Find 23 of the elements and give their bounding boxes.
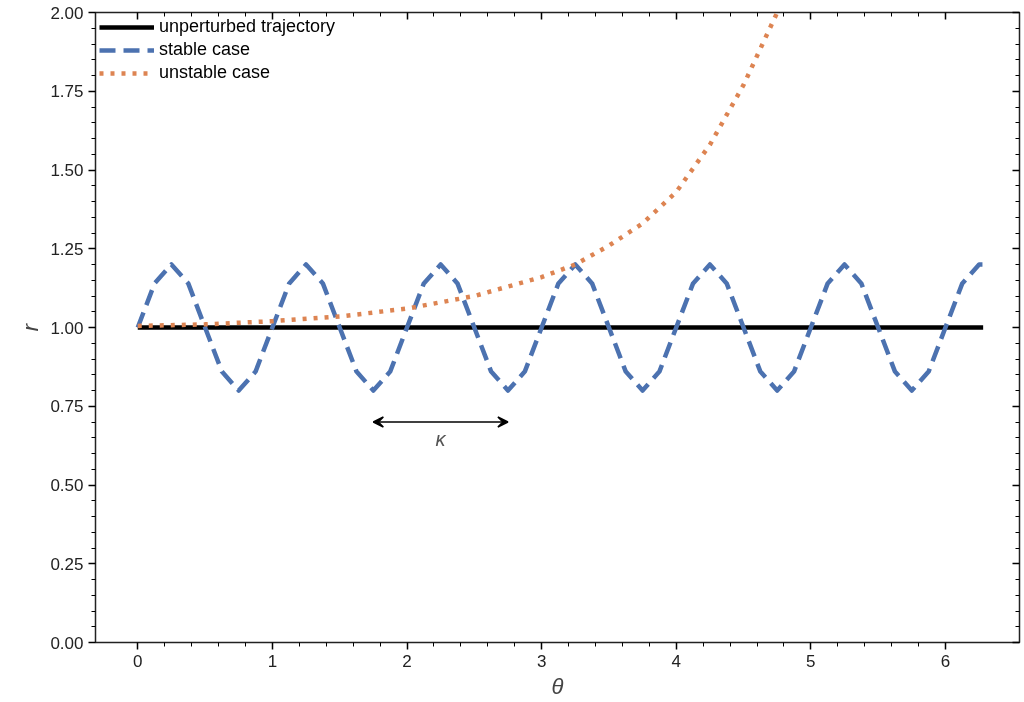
legend-label: unperturbed trajectory: [159, 16, 336, 37]
y-tick-label: 2.00: [50, 3, 84, 23]
x-tick-label: 4: [671, 651, 681, 671]
x-tick-label: 6: [940, 651, 951, 671]
x-tick-label: 5: [806, 651, 816, 671]
y-tick-label: 0.00: [50, 633, 84, 653]
legend-label: unstable case: [159, 62, 271, 83]
x-axis-title: θ: [551, 673, 564, 699]
y-tick-label: 0.25: [50, 554, 84, 574]
line-series: [135, 12, 780, 329]
y-tick-label: 1.75: [50, 82, 84, 102]
x-tick-label: 0: [133, 651, 143, 671]
y-tick-label: 1.00: [50, 318, 84, 338]
legend-label: stable case: [159, 39, 251, 60]
y-tick-label: 0.50: [50, 476, 84, 495]
y-tick-label: 1.25: [50, 239, 84, 259]
x-tick-label: 3: [536, 651, 547, 671]
y-tick-label: 1.50: [50, 161, 84, 180]
y-axis-title: r: [18, 322, 44, 332]
annotation: κ: [435, 428, 447, 450]
x-tick-label: 2: [402, 651, 412, 671]
x-tick-label: 1: [267, 651, 278, 671]
y-tick-label: 0.75: [50, 397, 84, 417]
